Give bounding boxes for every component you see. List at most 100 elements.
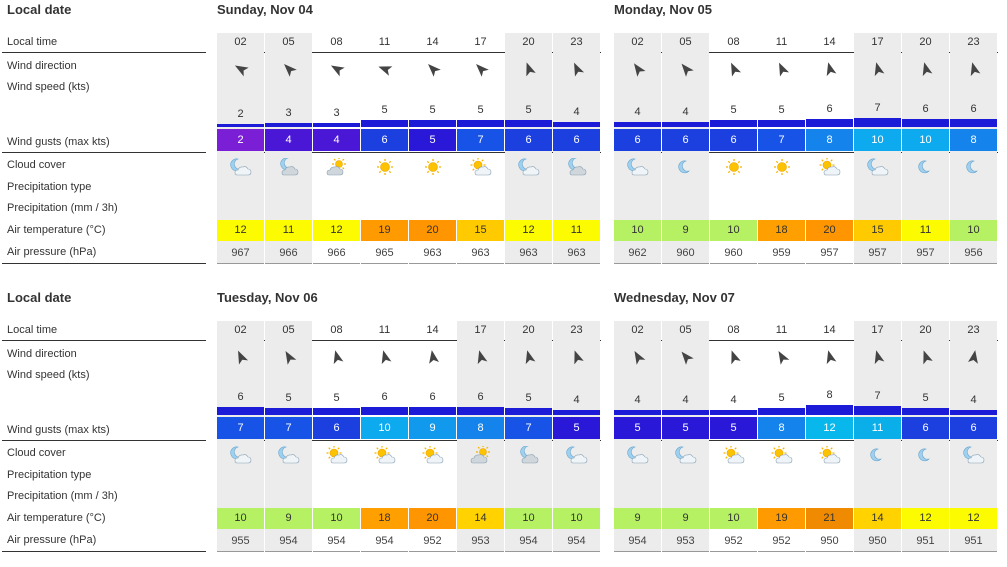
time-cell: 14 xyxy=(426,324,439,336)
wind-direction-cell xyxy=(313,61,360,77)
wind-speed-bar xyxy=(217,124,264,127)
wind-speed-bar xyxy=(902,119,949,127)
air-temperature-cell: 10 xyxy=(217,508,264,529)
wind-direction-cell xyxy=(553,61,600,77)
air-temperature-cell: 11 xyxy=(553,220,600,241)
air-pressure-cell: 957 xyxy=(806,243,853,264)
wind-arrow-icon xyxy=(525,350,535,365)
air-temperature-cell: 12 xyxy=(950,508,997,529)
air-temperature-cell: 9 xyxy=(662,220,709,241)
cloud-cover-cell xyxy=(806,444,853,466)
cloud-cover-cell xyxy=(553,444,600,466)
wind-arrow-icon xyxy=(237,350,248,365)
wind-arrow-icon xyxy=(681,351,694,365)
wind-gust-cell: 8 xyxy=(950,129,997,151)
divider xyxy=(614,440,998,441)
time-cell: 05 xyxy=(282,36,295,48)
wind-speed-value: 3 xyxy=(285,107,292,119)
sun-cloud-icon xyxy=(326,446,347,464)
air-temperature-cell: 15 xyxy=(457,220,504,241)
forecast-column: 14 6 9 20 952 xyxy=(409,321,456,552)
wind-speed-value: 2 xyxy=(237,108,244,120)
wind-speed-value: 6 xyxy=(922,103,929,115)
wind-arrow-icon xyxy=(428,350,439,364)
sun-cloud-icon xyxy=(422,446,443,464)
forecast-column: 23 4 6 11 963 xyxy=(553,33,600,264)
wind-gust-cell: 4 xyxy=(313,129,360,151)
cloud-cover-cell xyxy=(265,156,312,178)
wind-speed-value: 5 xyxy=(285,392,292,404)
wind-gusts-label: Wind gusts (max kts) xyxy=(7,424,110,436)
forecast-column: 17 7 11 14 950 xyxy=(854,321,901,552)
wind-arrow-icon xyxy=(922,62,932,77)
wind-speed-bar xyxy=(710,120,757,127)
divider xyxy=(217,152,601,153)
divider xyxy=(2,52,206,53)
wind-speed-bar xyxy=(614,410,661,415)
wind-gust-cell: 7 xyxy=(758,129,805,151)
time-cell: 17 xyxy=(474,36,487,48)
air-temperature-cell: 14 xyxy=(854,508,901,529)
wind-direction-cell xyxy=(409,349,456,365)
sun-cloud-icon xyxy=(723,446,744,464)
wind-speed-bar xyxy=(710,410,757,415)
sun-cloud-icon xyxy=(819,446,840,464)
forecast-column: 20 6 10 11 957 xyxy=(902,33,949,264)
time-cell: 23 xyxy=(967,36,980,48)
wind-gust-cell: 6 xyxy=(614,129,661,151)
day-title: Wednesday, Nov 07 xyxy=(614,290,735,305)
wind-gust-cell: 7 xyxy=(505,417,552,439)
wind-direction-cell xyxy=(265,349,312,365)
forecast-column: 08 4 5 10 952 xyxy=(710,321,757,552)
moon-icon xyxy=(917,448,930,462)
forecast-column: 23 4 5 10 954 xyxy=(553,321,600,552)
air-temperature-cell: 19 xyxy=(361,220,408,241)
air-pressure-cell: 960 xyxy=(710,243,757,264)
wind-arrow-icon xyxy=(573,62,584,77)
wind-direction-cell xyxy=(361,61,408,77)
wind-speed-value: 5 xyxy=(477,104,484,116)
wind-speed-value: 6 xyxy=(826,103,833,115)
time-cell: 11 xyxy=(775,324,788,336)
wind-speed-value: 7 xyxy=(874,390,881,402)
forecast-column: 20 5 6 12 963 xyxy=(505,33,552,264)
wind-gust-cell: 7 xyxy=(265,417,312,439)
wind-speed-bar xyxy=(902,408,949,415)
wind-arrow-icon xyxy=(283,64,297,77)
forecast-block-2: Local date Local time Wind direction Win… xyxy=(0,288,1007,552)
forecast-column: 17 6 8 14 953 xyxy=(457,321,504,552)
wind-direction-cell xyxy=(457,349,504,365)
air-pressure-cell: 950 xyxy=(854,531,901,552)
time-cell: 23 xyxy=(570,36,583,48)
wind-arrow-icon xyxy=(778,62,789,77)
cloud-cover-cell xyxy=(313,156,360,178)
air-temperature-cell: 11 xyxy=(265,220,312,241)
forecast-column: 17 7 10 15 957 xyxy=(854,33,901,264)
time-cell: 08 xyxy=(330,36,343,48)
air-temperature-cell: 10 xyxy=(614,220,661,241)
cloud-cover-label: Cloud cover xyxy=(7,159,66,171)
air-temperature-cell: 19 xyxy=(758,508,805,529)
wind-direction-cell xyxy=(313,349,360,365)
wind-arrow-icon xyxy=(826,350,836,365)
time-cell: 20 xyxy=(522,36,535,48)
wind-speed-value: 6 xyxy=(970,103,977,115)
time-cell: 05 xyxy=(679,324,692,336)
air-temperature-cell: 10 xyxy=(553,508,600,529)
wind-speed-bar xyxy=(409,120,456,127)
forecast-column: 02 6 7 10 955 xyxy=(217,321,264,552)
wind-gust-cell: 5 xyxy=(710,417,757,439)
time-cell: 23 xyxy=(570,324,583,336)
moon-cloud-icon xyxy=(229,158,251,176)
divider xyxy=(217,52,601,53)
wind-direction-cell xyxy=(265,61,312,77)
forecast-column: 11 6 10 18 954 xyxy=(361,321,408,552)
wind-arrow-icon xyxy=(234,65,249,77)
wind-direction-cell xyxy=(758,61,805,77)
air-pressure-cell: 953 xyxy=(662,531,709,552)
wind-speed-bar xyxy=(854,118,901,127)
air-pressure-cell: 966 xyxy=(313,243,360,264)
wind-direction-cell xyxy=(614,349,661,365)
local-date-label: Local date xyxy=(7,290,72,305)
forecast-column: 08 5 6 10 960 xyxy=(710,33,757,264)
